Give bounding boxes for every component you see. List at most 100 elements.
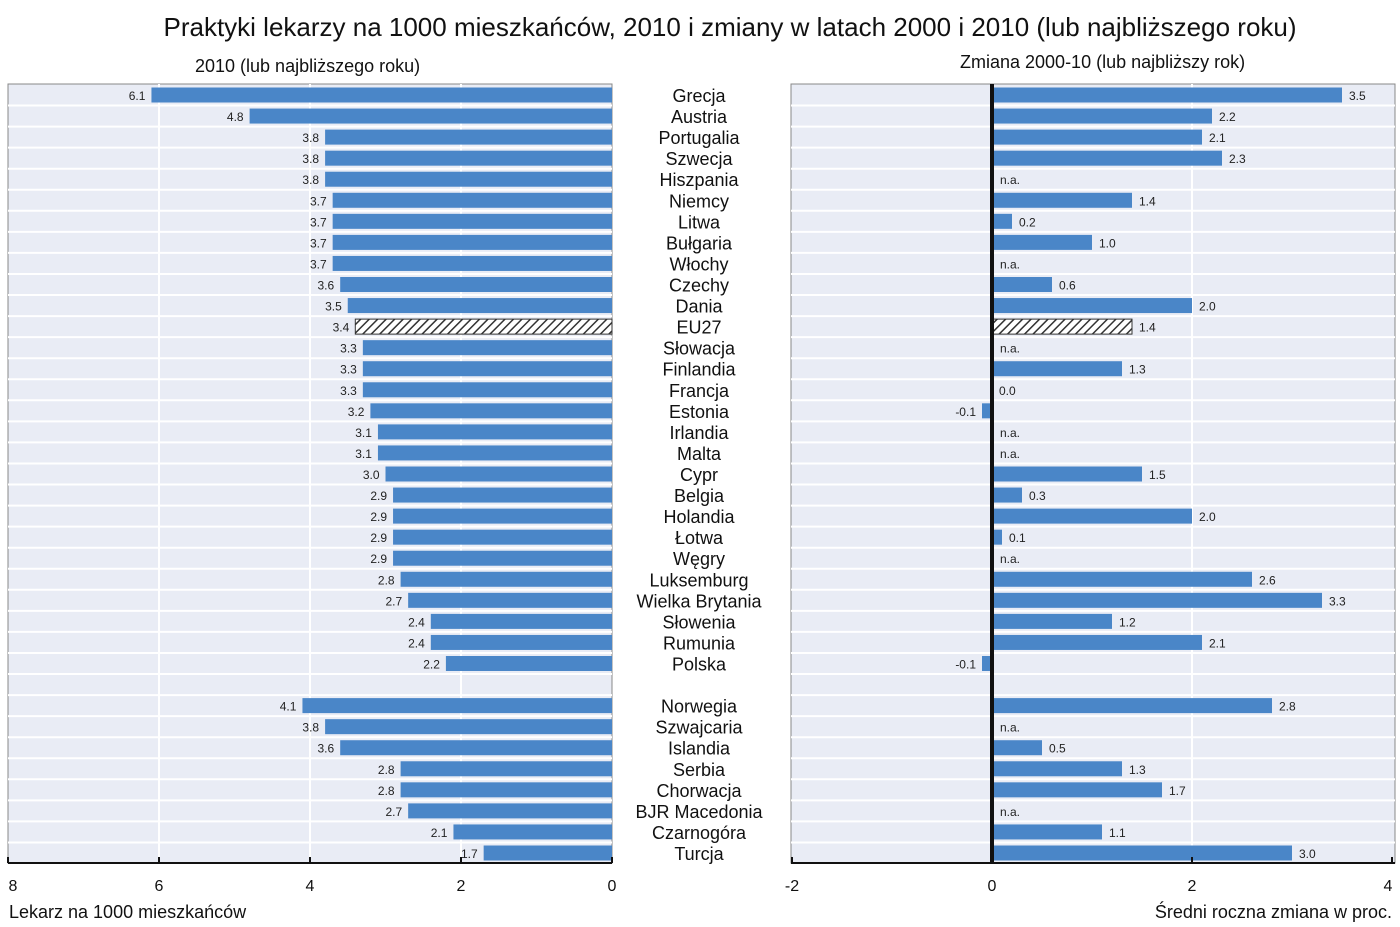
right-value-label: 1.3 (1129, 363, 1146, 377)
right-value-label: 2.0 (1199, 510, 1216, 524)
left-bar (325, 719, 612, 735)
category-label: Słowenia (662, 612, 736, 632)
right-bar (992, 361, 1122, 377)
category-label: Wielka Brytania (636, 591, 762, 611)
left-xlabel: Lekarz na 1000 mieszkańców (9, 902, 247, 922)
right-value-label: -0.1 (955, 658, 976, 672)
category-label: Finlandia (662, 360, 736, 380)
left-bar (332, 192, 612, 208)
left-value-label: 2.9 (370, 552, 387, 566)
left-value-label: 2.4 (408, 615, 425, 629)
right-bar (992, 613, 1112, 629)
right-bar (992, 508, 1192, 524)
category-label: Malta (677, 444, 722, 464)
right-xlabel: Średni roczna zmiana w proc. (1154, 902, 1392, 922)
category-label: Rumunia (663, 633, 736, 653)
left-bar (151, 87, 612, 103)
left-tick-label: 8 (9, 878, 18, 895)
left-bar (377, 424, 612, 440)
right-bar (992, 150, 1222, 166)
left-bar (249, 108, 612, 124)
left-value-label: 3.4 (333, 321, 350, 335)
left-bar (332, 234, 612, 250)
right-value-label: n.a. (1000, 721, 1020, 735)
category-label: Norwegia (661, 697, 738, 717)
left-value-label: 2.8 (378, 784, 395, 798)
left-bar (483, 845, 612, 861)
left-value-label: 3.0 (363, 468, 380, 482)
right-value-label: 1.7 (1169, 784, 1186, 798)
right-bar (992, 466, 1142, 482)
right-value-label: 0.2 (1019, 215, 1036, 229)
right-bar (992, 487, 1022, 503)
category-label: Luksemburg (649, 570, 748, 590)
right-tick-label: 0 (988, 878, 997, 895)
right-bar (992, 298, 1192, 314)
right-value-label: 1.0 (1099, 236, 1116, 250)
left-bar (370, 403, 612, 419)
left-value-label: 3.7 (310, 257, 327, 271)
right-value-label: n.a. (1000, 805, 1020, 819)
right-value-label: 3.5 (1349, 89, 1366, 103)
category-label: Holandia (663, 507, 735, 527)
left-bar (347, 298, 612, 314)
left-value-label: 2.7 (385, 594, 402, 608)
category-label: Hiszpania (659, 170, 739, 190)
left-value-label: 3.1 (355, 447, 372, 461)
category-label: Grecja (672, 86, 726, 106)
category-label: Irlandia (669, 423, 729, 443)
left-bar (400, 782, 612, 798)
left-value-label: 2.9 (370, 531, 387, 545)
right-value-label: 1.3 (1129, 763, 1146, 777)
left-value-label: 2.4 (408, 636, 425, 650)
right-tick-label: 4 (1384, 878, 1393, 895)
right-value-label: n.a. (1000, 426, 1020, 440)
right-value-label: 1.1 (1109, 826, 1126, 840)
left-value-label: 4.1 (280, 700, 297, 714)
right-bar (992, 108, 1212, 124)
category-label: Cypr (680, 465, 718, 485)
category-label: Słowacja (663, 339, 736, 359)
category-label: Francja (669, 381, 730, 401)
category-label: Chorwacja (656, 781, 742, 801)
left-bar (340, 740, 612, 756)
category-label: Bułgaria (666, 233, 733, 253)
left-bar (332, 255, 612, 271)
left-value-label: 2.2 (423, 658, 440, 672)
right-value-label: 1.5 (1149, 468, 1166, 482)
right-value-label: 2.8 (1279, 700, 1296, 714)
right-bar (992, 87, 1342, 103)
left-bar (393, 487, 612, 503)
left-bar (362, 382, 612, 398)
right-bar (992, 277, 1052, 292)
category-label: Serbia (673, 760, 726, 780)
right-bar (982, 656, 992, 671)
left-value-label: 2.8 (378, 763, 395, 777)
right-value-label: 0.6 (1059, 279, 1076, 293)
left-value-label: 3.7 (310, 215, 327, 229)
left-bar (430, 634, 612, 650)
category-label: Dania (675, 297, 723, 317)
left-bar (400, 571, 612, 587)
right-subtitle: Zmiana 2000-10 (lub najbliższy rok) (960, 52, 1246, 72)
category-label: Niemcy (669, 191, 729, 211)
left-value-label: 3.3 (340, 363, 357, 377)
left-tick-label: 0 (608, 878, 617, 895)
left-value-label: 2.7 (385, 805, 402, 819)
right-tick-label: 2 (1188, 878, 1197, 895)
left-value-label: 3.1 (355, 426, 372, 440)
left-bar (400, 761, 612, 777)
category-label: Szwecja (665, 149, 733, 169)
left-tick-label: 2 (457, 878, 466, 895)
left-bar (430, 613, 612, 629)
category-label: Czarnogóra (652, 823, 747, 843)
left-bar (362, 340, 612, 356)
category-label: EU27 (676, 318, 721, 338)
left-bar (393, 529, 612, 545)
left-value-label: 4.8 (227, 110, 244, 124)
left-value-label: 3.7 (310, 194, 327, 208)
left-bar (325, 129, 612, 145)
right-value-label: 1.2 (1119, 615, 1136, 629)
left-value-label: 3.8 (302, 131, 319, 145)
category-label: Włochy (669, 254, 728, 274)
